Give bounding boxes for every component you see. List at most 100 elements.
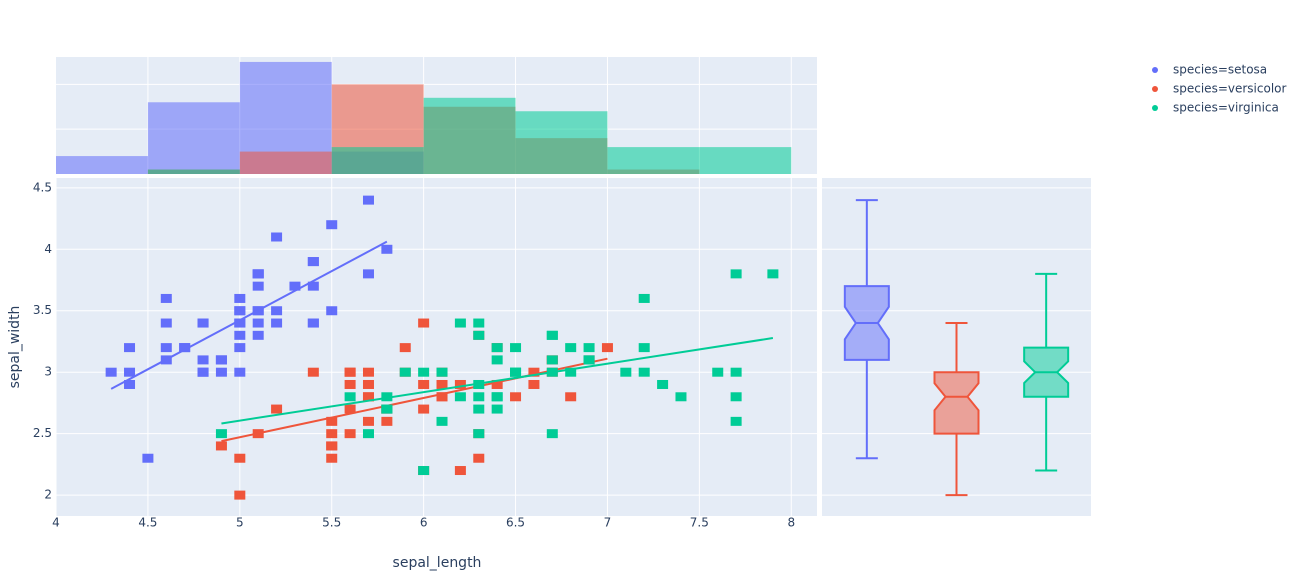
point — [510, 392, 522, 402]
x-tick-label: 7 — [604, 516, 612, 530]
point — [712, 367, 724, 377]
point — [271, 318, 283, 328]
point — [454, 392, 466, 402]
point — [326, 220, 338, 230]
point — [344, 429, 356, 439]
legend-marker — [1152, 86, 1158, 92]
point — [418, 367, 430, 377]
point — [215, 429, 227, 439]
point — [234, 490, 246, 500]
point — [307, 318, 319, 328]
point — [418, 379, 430, 389]
point — [142, 453, 154, 463]
point — [344, 367, 356, 377]
point — [528, 367, 540, 377]
point — [473, 453, 485, 463]
legend-label: species=setosa — [1173, 63, 1267, 77]
point — [197, 367, 209, 377]
point — [565, 343, 577, 353]
point — [583, 343, 595, 353]
point — [234, 293, 246, 303]
point — [344, 379, 356, 389]
point — [271, 404, 283, 414]
point — [436, 392, 448, 402]
point — [124, 379, 136, 389]
point — [473, 429, 485, 439]
point — [124, 367, 136, 377]
hist-bar — [147, 169, 240, 174]
point — [197, 318, 209, 328]
point — [510, 343, 522, 353]
y-tick-label: 2.5 — [33, 426, 52, 440]
legend-marker — [1152, 105, 1158, 111]
point — [399, 343, 411, 353]
point — [418, 318, 430, 328]
point — [436, 379, 448, 389]
x-tick-label: 6.5 — [506, 516, 525, 530]
point — [638, 293, 650, 303]
point — [381, 244, 393, 254]
point — [565, 367, 577, 377]
point — [601, 343, 613, 353]
point — [454, 466, 466, 476]
point — [344, 392, 356, 402]
x-tick-label: 6 — [420, 516, 428, 530]
point — [215, 367, 227, 377]
point — [546, 355, 558, 365]
point — [730, 416, 742, 426]
point — [362, 416, 374, 426]
point — [418, 404, 430, 414]
x-tick-label: 8 — [787, 516, 795, 530]
point — [473, 392, 485, 402]
point — [454, 379, 466, 389]
point — [491, 355, 503, 365]
point — [160, 343, 172, 353]
point — [436, 367, 448, 377]
y-axis-title: sepal_width — [7, 306, 23, 389]
point — [730, 392, 742, 402]
y-tick-label: 4.5 — [33, 180, 52, 194]
point — [473, 330, 485, 340]
point — [657, 379, 669, 389]
point — [234, 330, 246, 340]
point — [197, 355, 209, 365]
hist-bar — [423, 97, 516, 174]
point — [307, 257, 319, 267]
point — [234, 453, 246, 463]
point — [307, 367, 319, 377]
point — [418, 466, 430, 476]
point — [583, 355, 595, 365]
point — [362, 367, 374, 377]
point — [234, 343, 246, 353]
point — [436, 416, 448, 426]
point — [362, 429, 374, 439]
point — [362, 379, 374, 389]
point — [767, 269, 779, 279]
hist-bar — [331, 147, 424, 174]
point — [160, 293, 172, 303]
hist-bar — [515, 111, 608, 174]
point — [454, 318, 466, 328]
point — [546, 330, 558, 340]
point — [491, 392, 503, 402]
hist-bar — [147, 102, 240, 174]
hist-bar — [56, 156, 148, 174]
hist-bar — [239, 151, 332, 174]
point — [271, 232, 283, 242]
point — [473, 318, 485, 328]
point — [362, 269, 374, 279]
point — [307, 281, 319, 291]
point — [326, 429, 338, 439]
point — [326, 453, 338, 463]
point — [160, 318, 172, 328]
box — [933, 371, 980, 435]
point — [124, 343, 136, 353]
trendline — [110, 240, 388, 390]
hist-bar — [607, 147, 700, 174]
point — [546, 429, 558, 439]
y-tick-label: 2 — [44, 488, 52, 502]
legend-marker — [1152, 67, 1158, 73]
point — [252, 330, 264, 340]
trendline — [221, 357, 608, 443]
